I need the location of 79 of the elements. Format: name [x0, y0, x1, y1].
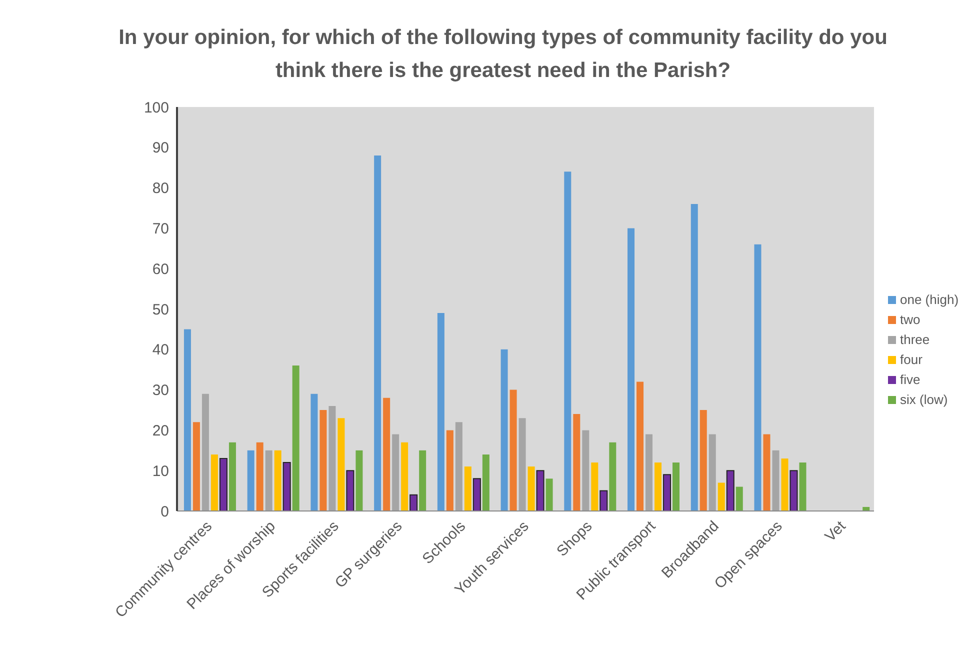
- bar: [564, 172, 572, 511]
- bar: [446, 430, 454, 511]
- bar: [247, 450, 254, 511]
- bar: [536, 470, 544, 511]
- legend-label: one (high): [900, 292, 959, 307]
- bar: [265, 450, 272, 511]
- bar: [320, 410, 327, 511]
- bar: [754, 244, 762, 511]
- bar: [790, 470, 798, 511]
- bar: [356, 450, 363, 511]
- bar: [410, 494, 418, 511]
- bar: [228, 442, 236, 511]
- bar: [383, 398, 390, 511]
- bar: [663, 474, 672, 511]
- bar: [328, 406, 336, 511]
- bar: [184, 329, 191, 511]
- bar: [609, 442, 616, 511]
- bar: [338, 418, 345, 511]
- bar: [646, 434, 653, 511]
- bar: [392, 434, 400, 511]
- y-tick-label: 60: [152, 260, 169, 278]
- bar: [374, 155, 382, 511]
- bar: [310, 394, 318, 511]
- bar: [528, 466, 535, 511]
- bar: [636, 382, 644, 511]
- bar: [546, 478, 553, 511]
- bar: [582, 430, 590, 511]
- bar: [464, 466, 472, 511]
- bar: [472, 478, 481, 511]
- bar: [736, 486, 743, 511]
- bar: [346, 470, 354, 511]
- bar: [192, 422, 200, 511]
- legend-label: five: [900, 372, 920, 387]
- y-tick-label: 30: [152, 382, 169, 400]
- bar: [282, 462, 291, 511]
- legend-label: three: [900, 332, 930, 347]
- bar: [573, 414, 580, 511]
- legend-label: two: [900, 312, 920, 327]
- bar: [210, 454, 218, 511]
- x-tick-label: Vet: [822, 517, 850, 546]
- chart-title: In your opinion, for which of the following types of community facility do you think there is the greatest need in the Parish?: [118, 25, 888, 84]
- bar: [202, 394, 209, 511]
- bar: [518, 418, 526, 511]
- bar: [726, 470, 734, 511]
- y-tick-label: 40: [152, 342, 169, 359]
- y-tick-label: 50: [152, 301, 169, 318]
- y-tick-label: 100: [144, 99, 169, 116]
- y-tick-label: 0: [160, 503, 169, 520]
- bar: [781, 458, 788, 511]
- bar: [437, 313, 444, 511]
- bar: [274, 450, 282, 511]
- y-tick-label: 20: [152, 422, 169, 440]
- y-tick-label: 10: [152, 462, 169, 480]
- bar: [672, 462, 680, 511]
- bar: [690, 204, 698, 511]
- bar: [401, 442, 408, 511]
- bar: [628, 228, 635, 511]
- bar: [500, 349, 508, 511]
- bar: [763, 434, 770, 511]
- bar: [292, 366, 300, 511]
- legend-label: six (low): [900, 392, 948, 407]
- y-tick-label: 90: [152, 140, 169, 157]
- bar: [482, 454, 490, 511]
- bar: [256, 442, 264, 511]
- y-tick-label: 80: [152, 180, 169, 198]
- bar: [419, 450, 426, 511]
- bar: [591, 462, 598, 511]
- bar: [600, 490, 608, 511]
- bar: [772, 450, 780, 511]
- bar: [219, 458, 228, 511]
- bar: [510, 390, 517, 511]
- bar: [700, 410, 707, 511]
- legend-label: four: [900, 352, 922, 367]
- bar: [455, 422, 462, 511]
- y-tick-label: 70: [152, 220, 169, 238]
- bar: [708, 434, 716, 511]
- bar: [718, 482, 725, 511]
- bar: [654, 462, 662, 511]
- bar: [799, 462, 806, 511]
